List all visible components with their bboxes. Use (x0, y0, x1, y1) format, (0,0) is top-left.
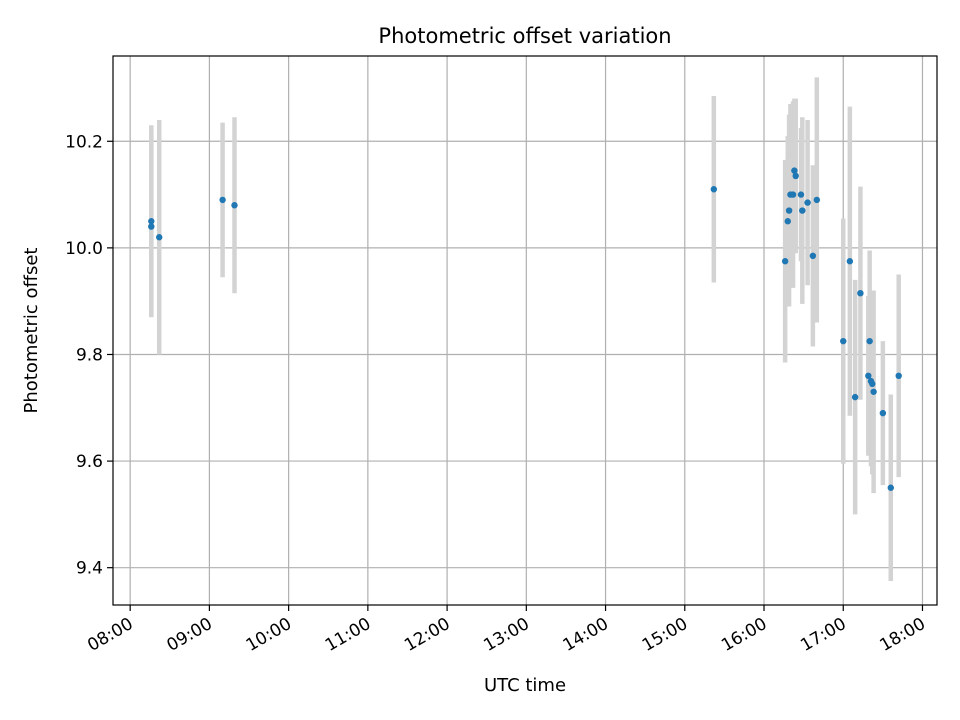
data-point (791, 167, 798, 174)
data-point (851, 393, 859, 401)
x-tick-label: 11:00 (322, 614, 374, 656)
data-point (887, 484, 894, 491)
x-tick-label: 08:00 (84, 614, 136, 656)
data-point (784, 218, 791, 225)
x-tick-label: 09:00 (163, 614, 215, 656)
grid (113, 56, 937, 605)
y-tick-label: 10.2 (65, 132, 103, 152)
data-point (785, 207, 793, 214)
y-axis-ticks: 9.4 9.6 9.8 10.0 10.2 (65, 132, 113, 579)
data-point (156, 234, 163, 241)
data-point (846, 258, 854, 265)
y-tick-label: 9.8 (76, 345, 103, 365)
y-axis-title: Photometric offset (21, 248, 42, 414)
data-point (879, 409, 887, 417)
y-tick-label: 10.0 (65, 239, 103, 259)
data-point (865, 372, 872, 380)
data-point (870, 388, 877, 395)
data-point (219, 196, 226, 204)
error-bars (149, 77, 901, 582)
chart-title: Photometric offset variation (378, 24, 671, 48)
x-tick-label: 13:00 (480, 614, 532, 656)
x-tick-label: 17:00 (797, 614, 849, 656)
data-point (866, 337, 873, 345)
x-tick-label: 18:00 (877, 614, 929, 656)
data-point (781, 258, 789, 265)
data-point (895, 372, 902, 380)
data-point (809, 252, 817, 260)
x-axis-title: UTC time (484, 675, 566, 696)
data-point (148, 223, 155, 230)
data-point (840, 337, 847, 345)
x-tick-label: 12:00 (401, 614, 453, 656)
data-point (792, 172, 799, 180)
x-tick-label: 16:00 (718, 614, 770, 656)
plot-frame (112, 55, 938, 606)
x-tick-label: 10:00 (243, 614, 295, 656)
x-tick-label: 15:00 (639, 614, 691, 656)
data-point (789, 191, 797, 198)
x-axis-ticks: 08:00 09:00 10:00 11:00 12:00 13:00 14:00 15:00… (84, 605, 929, 656)
data-point (857, 289, 864, 297)
data-point (869, 380, 876, 388)
x-tick-label: 14:00 (560, 614, 612, 656)
y-tick-label: 9.4 (76, 559, 103, 579)
data-point (797, 191, 805, 198)
data-point (710, 186, 718, 193)
data-point (813, 196, 821, 204)
data-points (148, 167, 902, 491)
data-point (799, 207, 806, 214)
data-point (231, 202, 238, 209)
y-tick-label: 9.6 (76, 452, 103, 472)
data-point (804, 199, 811, 206)
data-point (148, 218, 155, 225)
